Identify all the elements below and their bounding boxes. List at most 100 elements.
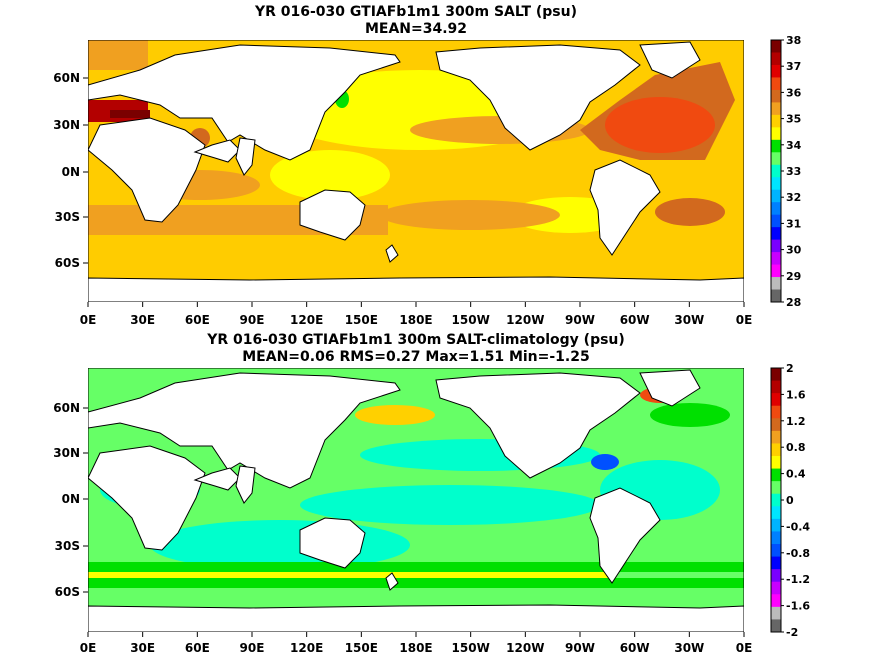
x-tick-label: 90W — [565, 313, 595, 327]
x-tick-label: 120E — [290, 313, 323, 327]
y-tick-label: 30S — [55, 539, 80, 553]
x-tick-label: 60E — [185, 313, 210, 327]
colorbar-label: 37 — [786, 60, 801, 73]
colorbar-swatch — [771, 164, 781, 178]
colorbar-label: 0 — [786, 494, 794, 507]
panel1-title: YR 016-030 GTIAFb1m1 300m SALT (psu) — [254, 4, 577, 20]
colorbar-swatch — [771, 114, 781, 128]
colorbar-swatch — [771, 556, 781, 570]
arctic-sector-patch — [88, 40, 148, 70]
panel2-land — [88, 369, 744, 632]
southern-ocean-band-c — [88, 578, 744, 588]
y-tick-label: 60N — [53, 71, 80, 85]
southern-ocean-band-b — [88, 572, 608, 578]
x-tick-label: 120W — [506, 313, 544, 327]
x-tick-label: 120W — [506, 641, 544, 655]
panel2-title: YR 016-030 GTIAFb1m1 300m SALT-climatolo… — [206, 332, 625, 348]
warm-pool-fresh-patch — [270, 150, 390, 200]
north-atlantic-positive — [650, 403, 730, 427]
colorbar-swatch — [771, 89, 781, 103]
colorbar-swatch — [771, 77, 781, 91]
x-tick-label: 60E — [185, 641, 210, 655]
panel2-subtitle: MEAN=0.06 RMS=0.27 Max=1.51 Min=-1.25 — [242, 349, 589, 365]
y-tick-label: 0N — [62, 165, 80, 179]
x-tick-label: 60W — [620, 313, 650, 327]
y-tick-label: 60S — [55, 256, 80, 270]
equatorial-pacific-anomaly — [300, 485, 600, 525]
panel1-y-ticks: 60N 30N 0N 30S 60S — [53, 71, 88, 270]
x-tick-label: 90E — [240, 313, 265, 327]
colorbar-swatch — [771, 405, 781, 419]
colorbar-swatch — [771, 277, 781, 291]
colorbar-label: 38 — [786, 34, 801, 47]
colorbar-swatch — [771, 430, 781, 444]
y-tick-label: 0N — [62, 492, 80, 506]
colorbar-label: 1.2 — [786, 415, 806, 428]
x-tick-label: 120E — [290, 641, 323, 655]
colorbar-swatch — [771, 418, 781, 432]
colorbar-swatch — [771, 606, 781, 620]
colorbar-label: -1.2 — [786, 573, 810, 586]
x-tick-label: 30W — [674, 641, 704, 655]
colorbar-swatch — [771, 380, 781, 394]
antarctica — [88, 604, 744, 632]
eurasia — [88, 372, 401, 489]
south-america — [589, 487, 661, 584]
colorbar-swatch — [771, 202, 781, 216]
colorbar-swatch — [771, 289, 781, 303]
panel-salinity: YR 016-030 GTIAFb1m1 300m SALT (psu) MEA… — [53, 4, 801, 327]
colorbar-swatch — [771, 64, 781, 78]
greenland — [639, 369, 701, 407]
india — [235, 137, 256, 176]
north-america — [435, 44, 641, 151]
y-tick-label: 30N — [53, 118, 80, 132]
colorbar-swatch — [771, 619, 781, 633]
colorbar-label: 1.6 — [786, 388, 806, 401]
colorbar-swatch — [771, 264, 781, 278]
mediterranean-core — [110, 110, 150, 118]
colorbar-label: 2 — [786, 362, 794, 375]
colorbar-swatch — [771, 227, 781, 241]
x-tick-label: 0E — [736, 313, 753, 327]
colorbar-label: -2 — [786, 626, 798, 639]
colorbar-swatch — [771, 102, 781, 116]
australia — [299, 189, 366, 241]
x-tick-label: 150W — [452, 313, 490, 327]
colorbar-swatch — [771, 493, 781, 507]
y-tick-label: 30N — [53, 446, 80, 460]
colorbar-swatch — [771, 468, 781, 482]
colorbar-label: 36 — [786, 86, 802, 99]
colorbar-label: 0.8 — [786, 441, 806, 454]
new-zealand — [385, 244, 399, 263]
australia — [299, 517, 366, 569]
panel1-subtitle: MEAN=34.92 — [365, 21, 467, 37]
panel2-map — [88, 368, 744, 632]
africa — [88, 117, 206, 223]
south-pacific-salty-band — [380, 200, 560, 230]
atlantic-subtropical-max — [605, 97, 715, 153]
colorbar-label: 28 — [786, 296, 801, 309]
panel2-colorbar: 2 1.6 1.2 0.8 0.4 0 -0.4 -0.8 -1.2 -1.6 -2 — [770, 362, 810, 639]
south-atlantic-saline — [655, 198, 725, 226]
x-tick-label: 90W — [565, 641, 595, 655]
colorbar-label: 31 — [786, 217, 801, 230]
south-america — [589, 159, 661, 256]
colorbar-swatch — [771, 544, 781, 558]
colorbar-label: 35 — [786, 113, 801, 126]
panel1-land — [88, 41, 744, 302]
colorbar-label: 32 — [786, 191, 801, 204]
colorbar-swatch — [771, 152, 781, 166]
colorbar-swatch — [771, 40, 781, 53]
colorbar-swatch — [771, 189, 781, 203]
x-tick-label: 0E — [736, 641, 753, 655]
colorbar-swatch — [771, 177, 781, 191]
colorbar-swatch — [771, 239, 781, 253]
india — [235, 465, 256, 504]
panel1-x-ticks: 0E 30E 60E 90E 120E 150E 180E 150W 120W 90W 60W 30W… — [80, 302, 753, 327]
africa — [88, 445, 206, 551]
eurasia — [88, 44, 401, 161]
colorbar-label: 0.4 — [786, 468, 806, 481]
colorbar-swatch — [771, 594, 781, 608]
colorbar-swatch — [771, 52, 781, 66]
